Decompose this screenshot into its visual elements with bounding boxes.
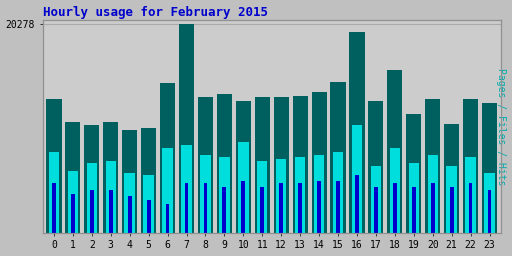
Bar: [371, 166, 381, 233]
Bar: [465, 157, 476, 233]
Bar: [333, 153, 343, 233]
Bar: [162, 148, 173, 233]
Bar: [330, 82, 346, 233]
Bar: [105, 161, 116, 233]
Bar: [317, 181, 321, 233]
Bar: [468, 183, 473, 233]
Bar: [298, 183, 302, 233]
Bar: [166, 204, 169, 233]
Bar: [103, 122, 118, 233]
Bar: [128, 196, 132, 233]
Bar: [314, 155, 324, 233]
Bar: [242, 181, 245, 233]
Bar: [52, 183, 56, 233]
Bar: [336, 181, 340, 233]
Bar: [84, 125, 99, 233]
Bar: [236, 101, 251, 233]
Text: Hourly usage for February 2015: Hourly usage for February 2015: [42, 6, 268, 18]
Bar: [349, 32, 365, 233]
Bar: [160, 83, 175, 233]
Bar: [352, 125, 362, 233]
Bar: [387, 70, 402, 233]
Bar: [412, 187, 416, 233]
Bar: [446, 166, 457, 233]
Bar: [254, 97, 270, 233]
Bar: [87, 163, 97, 233]
Bar: [431, 183, 435, 233]
Bar: [122, 130, 137, 233]
Bar: [47, 99, 61, 233]
Bar: [198, 97, 213, 233]
Bar: [223, 187, 226, 233]
Bar: [428, 155, 438, 233]
Bar: [238, 142, 248, 233]
Bar: [49, 153, 59, 233]
Bar: [147, 200, 151, 233]
Bar: [487, 189, 492, 233]
Bar: [219, 157, 229, 233]
Bar: [374, 187, 378, 233]
Bar: [273, 97, 289, 233]
Bar: [200, 155, 210, 233]
Bar: [280, 183, 283, 233]
Y-axis label: Pages / Files / Hits: Pages / Files / Hits: [497, 68, 506, 185]
Bar: [484, 173, 495, 233]
Bar: [295, 157, 305, 233]
Bar: [482, 103, 497, 233]
Bar: [276, 159, 286, 233]
Bar: [409, 163, 419, 233]
Bar: [257, 161, 267, 233]
Bar: [425, 99, 440, 233]
Bar: [204, 183, 207, 233]
Bar: [68, 171, 78, 233]
Bar: [66, 122, 80, 233]
Bar: [90, 189, 94, 233]
Bar: [406, 114, 421, 233]
Bar: [124, 173, 135, 233]
Bar: [71, 194, 75, 233]
Bar: [109, 189, 113, 233]
Bar: [185, 183, 188, 233]
Bar: [261, 187, 264, 233]
Bar: [355, 175, 359, 233]
Bar: [217, 94, 232, 233]
Bar: [181, 145, 191, 233]
Bar: [311, 92, 327, 233]
Bar: [179, 24, 194, 233]
Bar: [444, 124, 459, 233]
Bar: [292, 96, 308, 233]
Bar: [141, 128, 156, 233]
Bar: [450, 187, 454, 233]
Bar: [143, 175, 154, 233]
Bar: [463, 99, 478, 233]
Bar: [368, 101, 383, 233]
Bar: [390, 148, 400, 233]
Bar: [393, 183, 397, 233]
